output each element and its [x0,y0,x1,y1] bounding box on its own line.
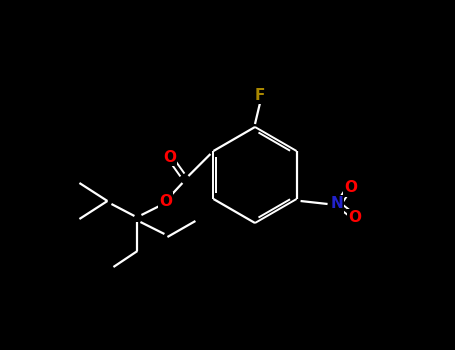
Text: O: O [344,181,357,196]
Text: O: O [348,210,361,225]
Text: F: F [255,88,265,103]
Text: O: O [159,194,172,209]
Text: O: O [163,149,176,164]
Text: N: N [330,196,343,211]
